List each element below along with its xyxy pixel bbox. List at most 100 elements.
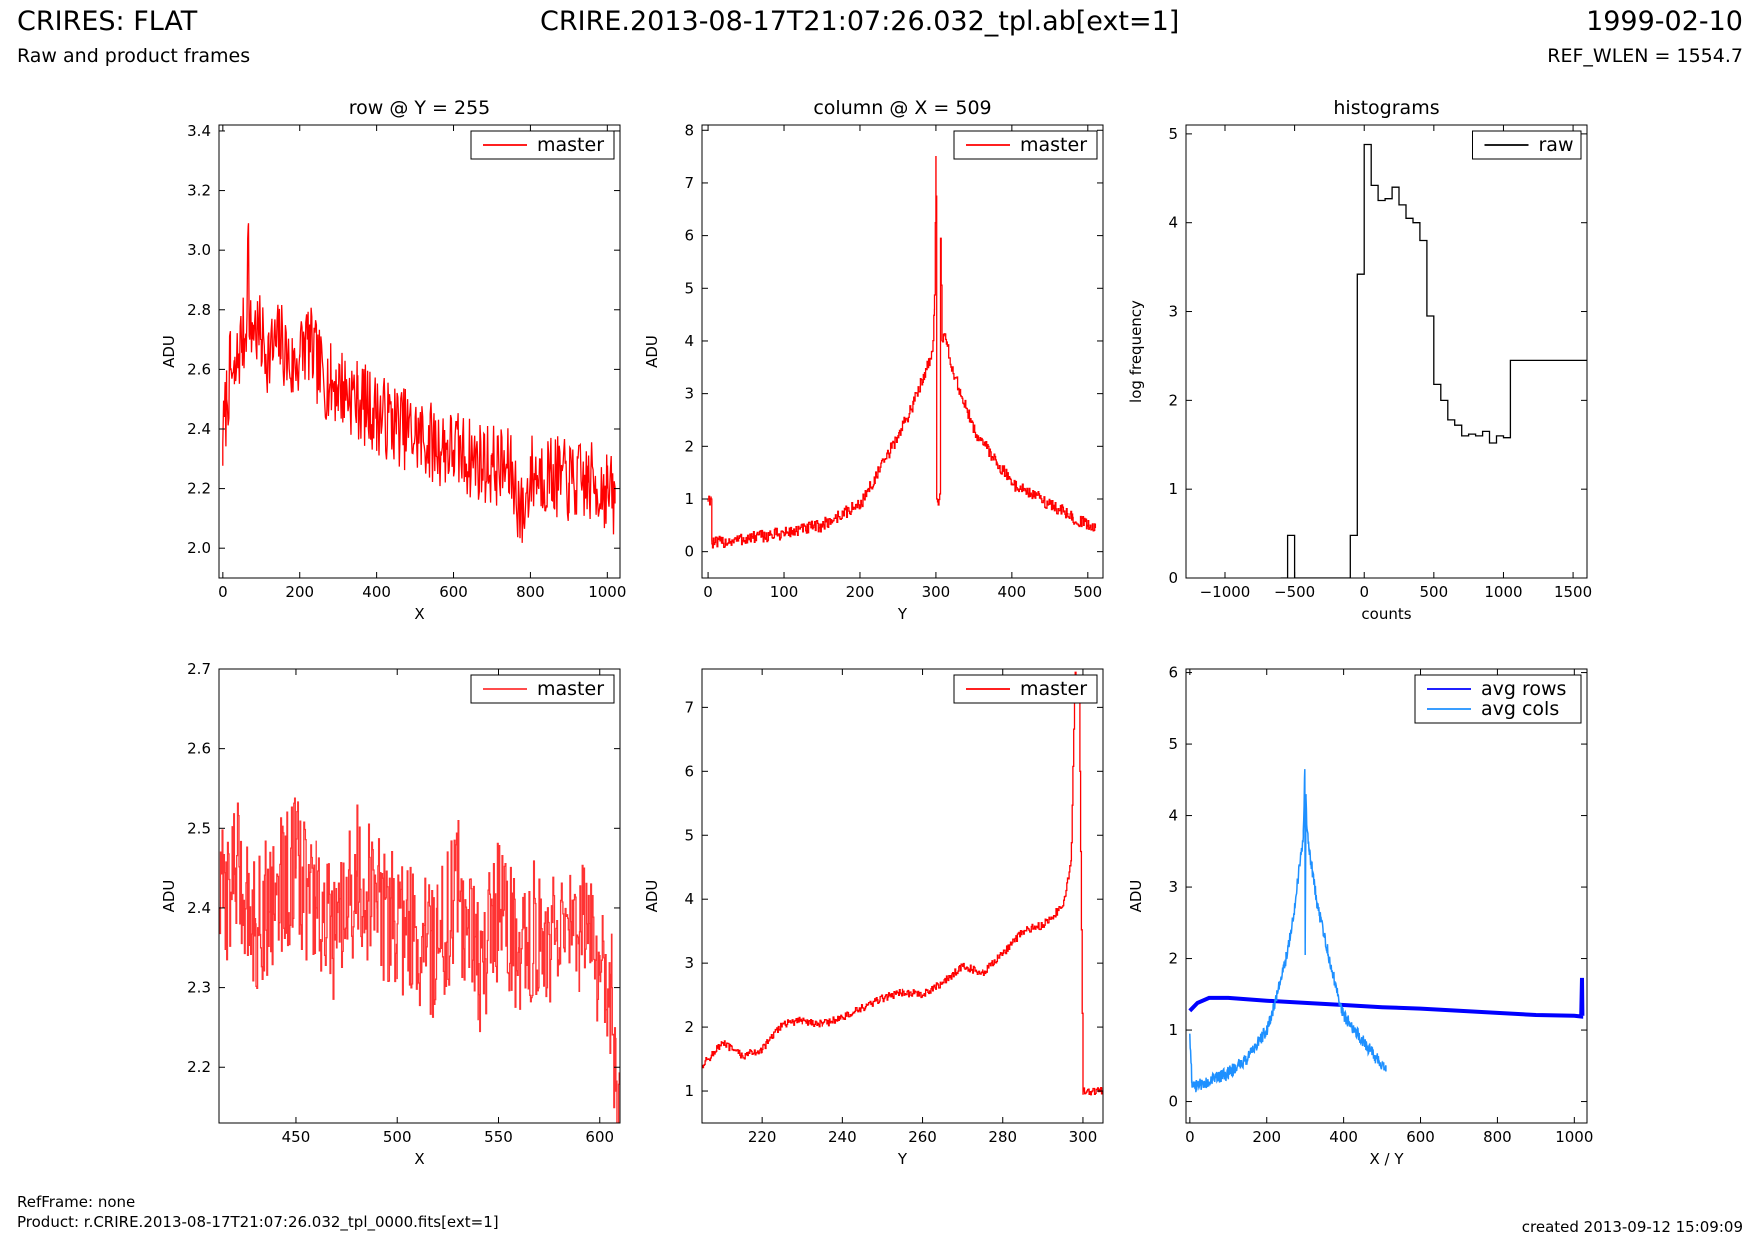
x-tick-label: 500 (1073, 583, 1102, 601)
y-tick-label: 2.3 (187, 979, 211, 997)
x-tick-label: 600 (585, 1128, 614, 1146)
y-tick-label: 2.4 (187, 420, 211, 438)
y-tick-label: 2.2 (187, 1058, 211, 1076)
y-tick-label: 4 (684, 890, 694, 908)
series-line-master (222, 223, 616, 543)
plot-area (702, 671, 1103, 1096)
y-tick-label: 5 (684, 279, 694, 297)
y-tick-label: 2.0 (187, 539, 211, 557)
series-line-master (707, 155, 1097, 549)
y-tick-label: 1 (1168, 480, 1178, 498)
x-tick-label: −1000 (1200, 583, 1251, 601)
x-axis-label: X (414, 605, 424, 623)
y-tick-label: 5 (1168, 735, 1178, 753)
column-plot: 0 100 200 300 400 500 0 1 2 3 4 5 6 7 8 Y ADU column @ X … (643, 97, 1104, 623)
x-tick-label: 300 (922, 583, 951, 601)
y-tick-label: 3 (684, 954, 694, 972)
raw-filename: CRIRE.2013-08-17T21:07:26.032_tpl.ab[ext… (540, 6, 1180, 37)
series-line-master (219, 797, 620, 1123)
row-plot: 0 200 400 600 800 1000 2.0 2.2 2.4 2.6 2.8 3.0 3.2 3.… (160, 97, 626, 623)
plot-title: row @ Y = 255 (349, 97, 491, 119)
y-tick-label: 0 (1168, 569, 1178, 587)
x-tick-label: 600 (439, 583, 468, 601)
y-tick-label: 3.0 (187, 241, 211, 259)
axes-frame (1185, 124, 1588, 579)
y-tick-label: 2.6 (187, 740, 211, 758)
y-tick-label: 3.4 (187, 122, 211, 140)
column-zoom-plot: 220 240 260 280 300 1 2 3 4 5 6 7 Y ADU master (643, 668, 1104, 1168)
plot-area (1188, 769, 1585, 1093)
y-tick-label: 4 (684, 332, 694, 350)
x-tick-label: 0 (703, 583, 713, 601)
y-axis-label: ADU (643, 335, 661, 368)
series-line-avg-cols (1189, 769, 1387, 1093)
created-timestamp: created 2013-09-12 15:09:09 (1521, 1218, 1743, 1236)
x-axis-label: X (414, 1150, 424, 1168)
plot-area (219, 797, 620, 1123)
x-tick-label: 800 (516, 583, 545, 601)
x-tick-label: 200 (1252, 1128, 1281, 1146)
x-axis-label: Y (897, 1150, 908, 1168)
legend-label: master (537, 678, 604, 700)
x-tick-label: 400 (362, 583, 391, 601)
y-tick-label: 2 (1168, 391, 1178, 409)
y-tick-label: 7 (684, 174, 694, 192)
legend: master (953, 130, 1098, 160)
y-tick-label: 3 (1168, 878, 1178, 896)
x-tick-label: 400 (998, 583, 1027, 601)
legend-label: master (1020, 134, 1087, 156)
x-tick-label: 600 (1406, 1128, 1435, 1146)
legend: master (470, 674, 615, 704)
y-tick-label: 2.6 (187, 360, 211, 378)
axes-frame (701, 124, 1104, 579)
y-tick-label: 5 (1168, 125, 1178, 143)
y-tick-label: 3 (684, 385, 694, 403)
x-tick-label: 500 (1420, 583, 1449, 601)
x-tick-label: 550 (484, 1128, 513, 1146)
y-tick-label: 1 (684, 490, 694, 508)
page-subtitle: Raw and product frames (17, 45, 251, 67)
observation-date: 1999-02-10 (1586, 6, 1743, 37)
y-axis-label: ADU (160, 880, 178, 913)
x-tick-label: 450 (282, 1128, 311, 1146)
y-tick-label: 8 (684, 121, 694, 139)
x-tick-label: 100 (770, 583, 799, 601)
y-tick-label: 6 (684, 762, 694, 780)
legend: master (470, 130, 615, 160)
x-axis-label: counts (1361, 605, 1411, 623)
y-tick-label: 4 (1168, 214, 1178, 232)
x-tick-label: 800 (1483, 1128, 1512, 1146)
x-tick-label: 500 (383, 1128, 412, 1146)
series-line-avg-rows (1188, 977, 1585, 1019)
series-line-raw (1280, 143, 1587, 578)
axes-frame (218, 124, 621, 579)
x-tick-label: 300 (1069, 1128, 1098, 1146)
axes-frame (218, 668, 621, 1124)
y-tick-label: 6 (1168, 664, 1178, 682)
x-tick-label: 200 (285, 583, 314, 601)
y-tick-label: 2.5 (187, 819, 211, 837)
x-tick-label: 0 (218, 583, 228, 601)
x-axis-label: Y (897, 605, 908, 623)
instrument-title: CRIRES: FLAT (17, 6, 198, 37)
product-filename: Product: r.CRIRE.2013-08-17T21:07:26.032… (17, 1213, 499, 1231)
x-axis-label: X / Y (1369, 1150, 1404, 1168)
x-tick-label: 1000 (1484, 583, 1522, 601)
legend-label: raw (1539, 134, 1574, 156)
plot-area (1280, 143, 1587, 578)
y-tick-label: 2.7 (187, 660, 211, 678)
x-tick-label: 200 (846, 583, 875, 601)
plot-area (222, 223, 616, 543)
x-tick-label: 1500 (1554, 583, 1592, 601)
row-zoom-plot: 450 500 550 600 2.2 2.3 2.4 2.5 2.6 2.7 X ADU master (160, 660, 621, 1168)
legend: master (953, 674, 1098, 704)
series-line-master (702, 671, 1103, 1096)
legend-label: master (1020, 678, 1087, 700)
ref-frame-label: RefFrame: none (17, 1193, 136, 1211)
axes-frame (701, 668, 1104, 1124)
average-plot: 0 200 400 600 800 1000 0 1 2 3 4 5 6 X / Y ADU avg rows… (1127, 664, 1593, 1168)
y-axis-label: ADU (1127, 880, 1145, 913)
x-tick-label: 280 (988, 1128, 1017, 1146)
